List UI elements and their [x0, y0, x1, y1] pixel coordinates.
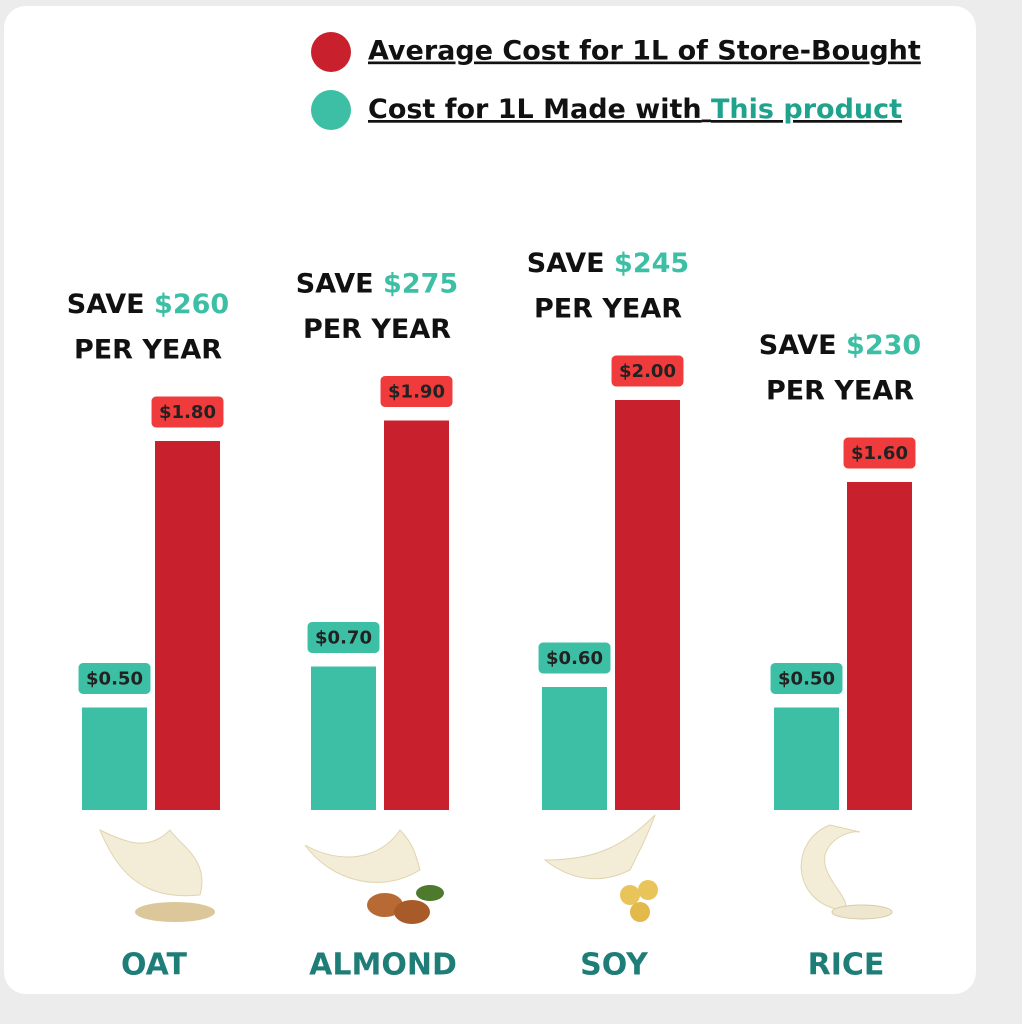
rice	[831, 904, 893, 920]
value-label: $1.80	[159, 402, 216, 423]
value-label-bg	[840, 434, 919, 472]
value-label-bg	[767, 660, 846, 697]
value-label: $0.70	[315, 628, 372, 649]
value-label: $0.60	[546, 648, 603, 669]
value-label: $1.90	[388, 382, 445, 403]
bar	[847, 482, 912, 810]
legend-swatch	[311, 90, 351, 130]
annotation-amount: $245	[614, 248, 689, 279]
oats	[135, 902, 215, 922]
bar	[311, 666, 376, 810]
value-label-bg	[608, 352, 687, 390]
value-label: $0.50	[86, 669, 143, 690]
bar	[542, 687, 607, 810]
annotation: SAVE $260	[67, 289, 229, 320]
annotation: SAVE $245	[527, 248, 689, 279]
bar	[155, 441, 220, 810]
annotation-amount: $275	[383, 268, 458, 299]
value-label-bg	[75, 660, 154, 697]
bar	[615, 400, 680, 810]
annotation-suffix: PER YEAR	[766, 376, 914, 407]
bar	[82, 707, 147, 810]
legend-label: Cost for 1L Made with This product	[368, 94, 902, 125]
soybean	[620, 885, 640, 905]
illustrations	[99, 814, 893, 924]
card	[4, 6, 976, 994]
legend: Average Cost for 1L of Store-Bought Cost…	[311, 32, 921, 130]
legend-swatch	[311, 32, 351, 72]
value-label-bg	[535, 639, 614, 677]
annotation-amount: $230	[846, 330, 921, 361]
annotation-prefix: SAVE	[296, 268, 374, 299]
leaf	[416, 885, 444, 901]
annotation-suffix: PER YEAR	[534, 294, 682, 325]
value-label-bg	[377, 373, 456, 410]
soybean	[630, 902, 650, 922]
annotation-prefix: SAVE	[527, 248, 605, 279]
value-label: $1.60	[851, 443, 908, 464]
value-label: $0.50	[778, 669, 835, 690]
legend-label: Average Cost for 1L of Store-Bought	[368, 36, 921, 67]
category-label: RICE	[808, 948, 885, 983]
almond	[367, 893, 403, 917]
annotation-prefix: SAVE	[67, 289, 145, 320]
annotation: SAVE $230	[759, 330, 921, 361]
annotation-suffix: PER YEAR	[303, 314, 451, 345]
annotation-amount: $260	[154, 289, 229, 320]
legend-text: Cost for 1L Made with	[368, 94, 702, 125]
legend-highlight: This product	[711, 94, 902, 125]
annotation: SAVE $275	[296, 268, 458, 299]
milk-splash	[99, 828, 203, 897]
value-label: $2.00	[619, 361, 676, 382]
category-label: OAT	[121, 948, 188, 983]
bar	[774, 707, 839, 810]
bar	[384, 420, 449, 810]
milk-splash	[800, 824, 861, 911]
value-label-bg	[304, 619, 383, 656]
soybean	[638, 880, 658, 900]
annotation-prefix: SAVE	[759, 330, 837, 361]
annotation-suffix: PER YEAR	[74, 335, 222, 366]
category-label: ALMOND	[309, 948, 457, 983]
milk-splash	[543, 814, 656, 880]
category-label: SOY	[580, 948, 649, 983]
almond	[394, 900, 430, 924]
value-label-bg	[148, 393, 227, 431]
milk-splash	[304, 829, 421, 883]
